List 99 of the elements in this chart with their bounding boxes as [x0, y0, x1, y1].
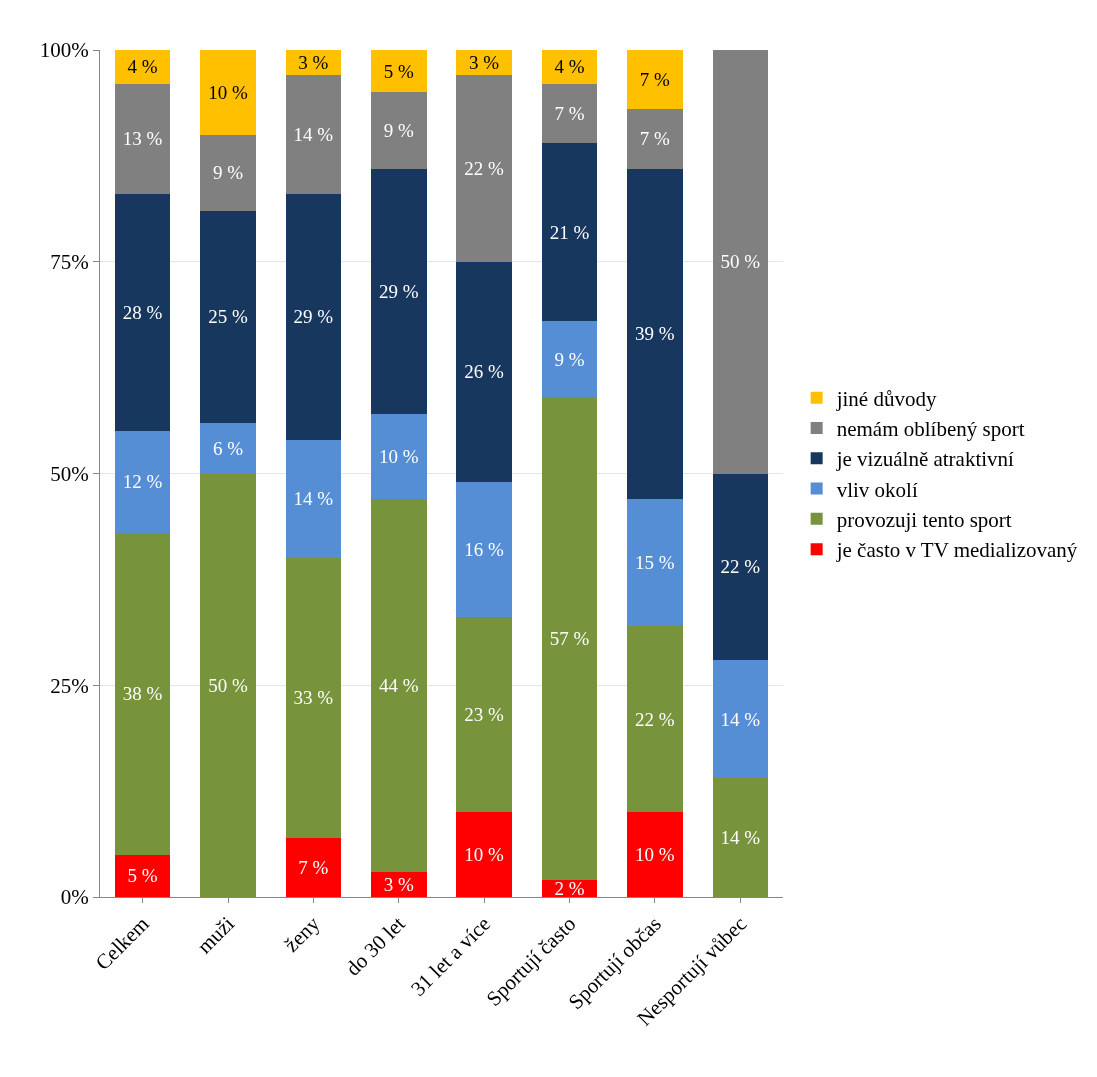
data-label: 14 % [293, 488, 334, 510]
x-tick-label: ženy [279, 911, 325, 957]
data-label: 23 % [464, 704, 505, 726]
bar [627, 812, 683, 897]
bar [627, 109, 683, 169]
data-label: 5 % [127, 865, 158, 887]
bar [541, 50, 598, 84]
legend-label: je vizuálně atraktivní [835, 447, 1015, 472]
data-label: 7 % [298, 856, 329, 878]
bar [114, 532, 171, 855]
bar [541, 83, 598, 144]
bar [712, 659, 769, 779]
data-label: 10 % [635, 844, 675, 866]
data-label: 13 % [122, 128, 163, 150]
bar [371, 498, 427, 872]
bar [456, 617, 512, 813]
data-label: 10 % [464, 844, 505, 866]
data-label: 5 % [383, 60, 414, 82]
bar [712, 473, 769, 660]
bar [371, 168, 427, 415]
bar [285, 837, 342, 897]
legend-label: nemám oblíbený sport [836, 417, 1025, 442]
data-label: 9 % [383, 119, 414, 141]
data-label: 9 % [212, 162, 244, 184]
data-label: 44 % [378, 674, 419, 696]
data-label: 3 % [383, 873, 414, 895]
y-tick-label: 50% [50, 461, 89, 486]
data-label: 4 % [554, 56, 585, 78]
bar [541, 321, 598, 398]
legend-label: je často v TV medializovaný [835, 538, 1078, 563]
data-label: 33 % [293, 687, 334, 709]
bar [114, 431, 171, 533]
bar [114, 50, 171, 84]
bar [371, 92, 427, 169]
data-label: 28 % [122, 302, 163, 324]
y-tick-label: 75% [50, 250, 89, 275]
data-label: 7 % [639, 69, 671, 91]
data-label: 39 % [635, 323, 675, 345]
data-label: 57 % [549, 628, 590, 650]
data-label: 2 % [554, 878, 585, 900]
data-label: 14 % [720, 827, 761, 849]
y-tick-label: 100% [39, 38, 89, 63]
bar [627, 625, 683, 813]
bar [456, 261, 512, 482]
y-tick-label: 0% [60, 885, 89, 910]
data-label: 22 % [464, 158, 505, 180]
data-label: 10 % [378, 446, 419, 468]
data-label: 7 % [639, 128, 671, 150]
bar [285, 558, 342, 838]
legend-label: jiné důvody [835, 386, 937, 411]
data-label: 14 % [293, 124, 334, 146]
bar [456, 812, 512, 897]
data-label: 7 % [554, 103, 585, 125]
bar [285, 75, 342, 194]
data-label: 6 % [212, 437, 244, 459]
bar [541, 397, 598, 881]
y-tick-label: 25% [50, 673, 89, 698]
x-tick-label: do 30 let [340, 911, 410, 981]
legend-label: provozuji tento sport [836, 508, 1012, 533]
data-label: 16 % [464, 539, 505, 561]
data-label: 3 % [469, 52, 500, 74]
bar [200, 422, 256, 474]
data-label: 22 % [635, 708, 675, 730]
bar [114, 193, 171, 432]
bar [456, 75, 512, 262]
data-label: 25 % [208, 306, 248, 328]
bar [541, 143, 598, 322]
bar [627, 498, 683, 626]
bar [114, 83, 171, 194]
data-label: 29 % [293, 306, 334, 328]
data-label: 12 % [122, 471, 163, 493]
legend-label: vliv okolí [836, 477, 918, 502]
bar [371, 50, 427, 93]
data-label: 26 % [464, 361, 505, 383]
data-label: 10 % [208, 81, 248, 103]
data-label: 38 % [122, 683, 163, 705]
data-label: 15 % [635, 551, 675, 573]
data-label: 29 % [378, 280, 419, 302]
bar [627, 168, 683, 499]
bar [712, 778, 769, 897]
bar [371, 414, 427, 499]
data-label: 9 % [554, 348, 585, 370]
data-label: 14 % [720, 708, 761, 730]
data-label: 22 % [720, 556, 761, 578]
bar [200, 134, 256, 211]
data-label: 3 % [298, 52, 329, 74]
data-label: 50 % [208, 674, 248, 696]
bar [200, 210, 256, 423]
bar [200, 50, 256, 135]
data-label: 50 % [720, 251, 761, 273]
bar [456, 481, 512, 618]
bar [114, 854, 171, 897]
bar [712, 50, 769, 474]
bar [285, 193, 342, 440]
data-label: 4 % [127, 56, 158, 78]
bar [285, 439, 342, 559]
bar [200, 473, 256, 897]
data-label: 21 % [549, 221, 590, 243]
bar [627, 50, 683, 110]
